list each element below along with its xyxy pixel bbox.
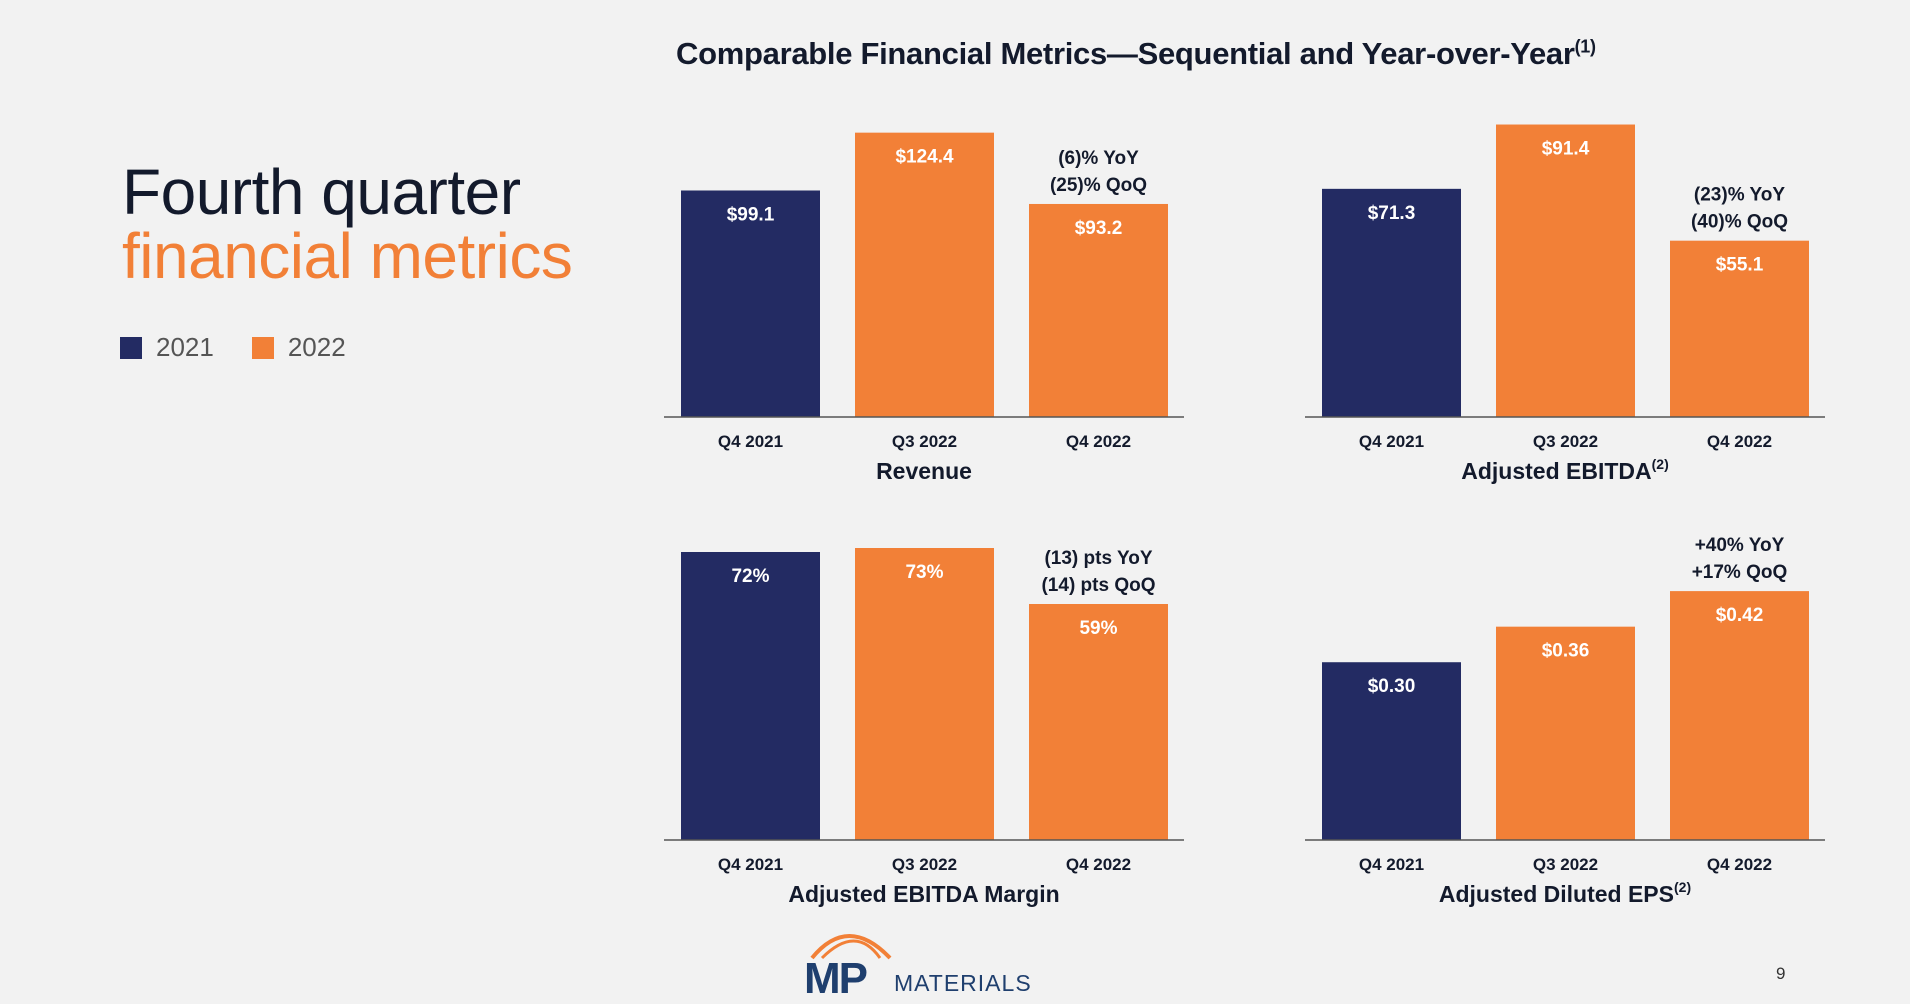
chart-0-bar-1	[855, 132, 994, 417]
chart-2-tick-label-1: Q3 2022	[892, 855, 957, 874]
chart-2-data-label-0: 72%	[731, 566, 769, 587]
logo-mp: MP	[804, 954, 868, 1003]
chart-3-tick-label-1: Q3 2022	[1533, 855, 1598, 874]
chart-1-data-label-0: $71.3	[1368, 203, 1416, 224]
chart-2-tick-label-0: Q4 2021	[718, 855, 783, 874]
legend: 2021 2022	[120, 332, 384, 363]
main-title-text: Comparable Financial Metrics—Sequential …	[676, 36, 1575, 71]
chart-1-bar-0	[1322, 188, 1461, 417]
chart-1-annotation-yoy: (23)% YoY	[1694, 185, 1785, 206]
legend-item-2021: 2021	[120, 332, 214, 363]
chart-3-bar-2	[1670, 591, 1809, 840]
chart-2-bar-2	[1029, 604, 1168, 840]
chart-1-tick-label-2: Q4 2022	[1707, 432, 1772, 451]
chart-3-annotation-qoq: +17% QoQ	[1692, 562, 1788, 583]
chart-0-tick-label-0: Q4 2021	[718, 432, 783, 451]
chart-2-annotation-yoy: (13) pts YoY	[1044, 548, 1152, 569]
legend-swatch-2021	[120, 336, 142, 359]
mp-materials-logo: MP MATERIALS	[804, 920, 1054, 1003]
chart-1-bar-2	[1670, 240, 1809, 417]
slide-heading: Fourth quarter financial metrics	[122, 156, 573, 292]
chart-0-data-label-0: $99.1	[727, 204, 775, 225]
chart-3-data-label-2: $0.42	[1716, 605, 1764, 626]
chart-1-bar-1	[1496, 124, 1635, 418]
chart-1-tick-label-1: Q3 2022	[1533, 432, 1598, 451]
legend-label-2022: 2022	[287, 332, 346, 362]
main-title-footnote: (1)	[1574, 36, 1596, 57]
logo-arc-icon	[810, 934, 892, 960]
chart-0-tick-label-2: Q4 2022	[1066, 432, 1131, 451]
legend-item-2022: 2022	[251, 332, 346, 363]
chart-3-bar-0	[1322, 662, 1461, 840]
chart-2-annotation-qoq: (14) pts QoQ	[1041, 575, 1155, 596]
chart-0-bar-0	[681, 190, 820, 417]
chart-0-annotation-qoq: (25)% QoQ	[1050, 175, 1147, 196]
chart-3-bar-1	[1496, 626, 1635, 840]
chart-3-data-label-1: $0.36	[1542, 641, 1590, 662]
chart-1-data-label-1: $91.4	[1542, 139, 1590, 160]
chart-1-data-label-2: $55.1	[1716, 255, 1764, 276]
chart-2-title: Adjusted EBITDA Margin	[788, 881, 1059, 907]
chart-1-title: Adjusted EBITDA(2)	[1461, 456, 1669, 484]
page-number: 9	[1776, 964, 1786, 983]
chart-3-tick-label-0: Q4 2021	[1359, 855, 1424, 874]
chart-2-data-label-1: 73%	[905, 562, 943, 583]
chart-3-tick-label-2: Q4 2022	[1707, 855, 1772, 874]
chart-0-title: Revenue	[876, 458, 972, 484]
main-title: Comparable Financial Metrics—Sequential …	[676, 36, 1596, 72]
chart-1-tick-label-0: Q4 2021	[1359, 432, 1424, 451]
chart-3-annotation-yoy: +40% YoY	[1695, 535, 1785, 556]
heading-line-1: Fourth quarter	[122, 156, 521, 228]
chart-2-tick-label-2: Q4 2022	[1066, 855, 1131, 874]
chart-3-data-label-0: $0.30	[1368, 676, 1416, 697]
logo-materials: MATERIALS	[894, 970, 1032, 996]
chart-0-data-label-1: $124.4	[895, 147, 954, 168]
chart-0-data-label-2: $93.2	[1075, 218, 1123, 239]
chart-2-data-label-2: 59%	[1079, 618, 1117, 639]
chart-2-bar-1	[855, 548, 994, 840]
chart-2-bar-0	[681, 552, 820, 840]
legend-swatch-2022	[251, 336, 274, 359]
chart-0-bar-2	[1029, 203, 1168, 417]
legend-label-2021: 2021	[156, 332, 214, 362]
chart-0-annotation-yoy: (6)% YoY	[1058, 148, 1139, 169]
chart-3-title: Adjusted Diluted EPS(2)	[1439, 879, 1691, 907]
heading-line-2: financial metrics	[122, 220, 573, 292]
chart-1-annotation-qoq: (40)% QoQ	[1691, 212, 1788, 233]
chart-0-tick-label-1: Q3 2022	[892, 432, 957, 451]
